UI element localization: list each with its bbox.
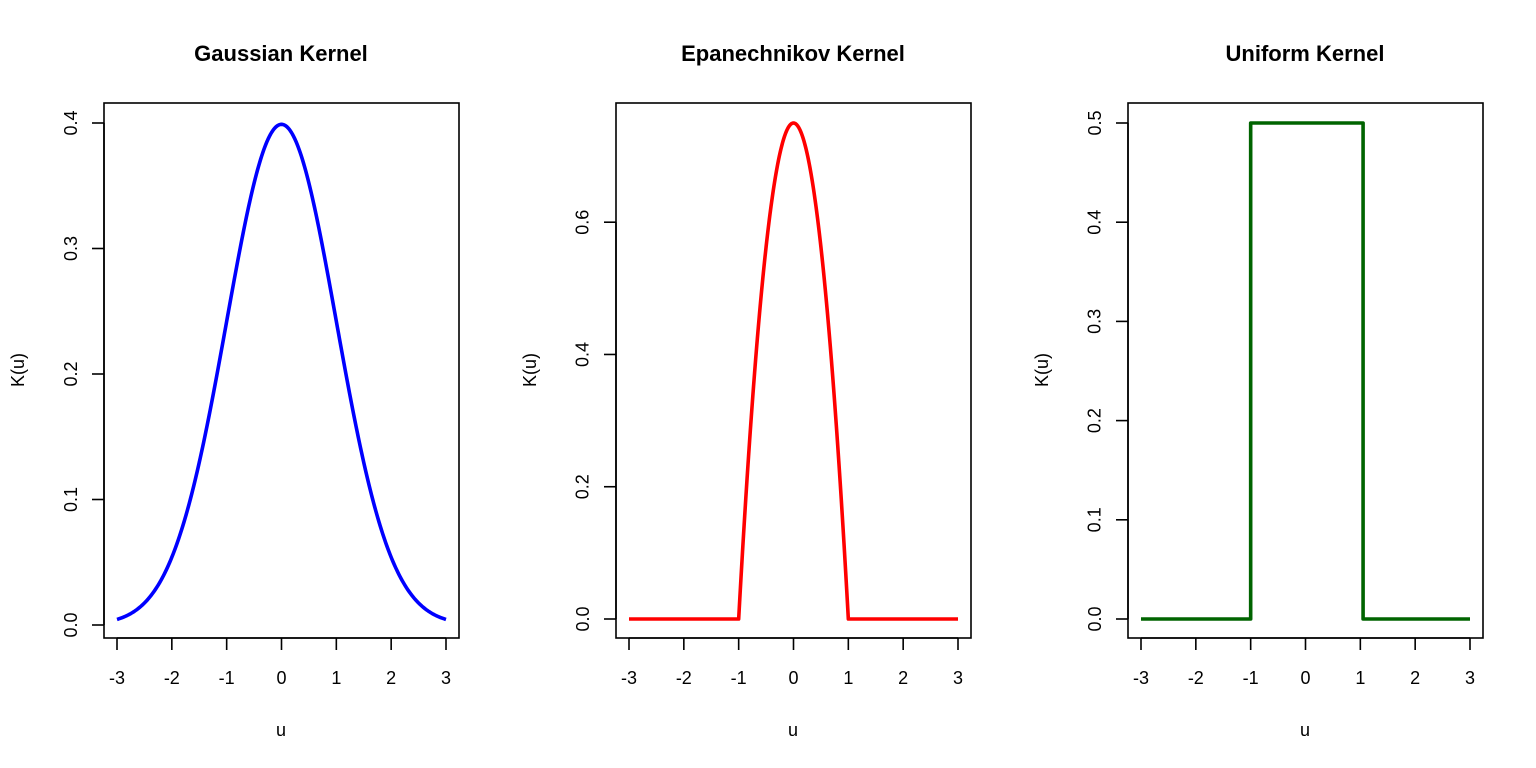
y-tick-label: 0.3 [1085, 309, 1105, 334]
y-ticks: 0.0 0.2 0.4 0.6 [573, 210, 617, 632]
x-tick-label: 3 [1465, 668, 1475, 688]
x-tick-label: 1 [843, 668, 853, 688]
plot-area [116, 122, 447, 622]
y-tick-label: 0.5 [1085, 110, 1105, 135]
panel-title: Gaussian Kernel [194, 41, 368, 66]
y-tick-label: 0.1 [61, 487, 81, 512]
series-line [629, 121, 958, 621]
y-tick-label: 0.2 [1085, 408, 1105, 433]
x-tick-label: 2 [898, 668, 908, 688]
y-axis-label: K(u) [1032, 353, 1052, 387]
panel-uniform: Uniform Kernel u K(u) -3 -2 -1 0 1 2 3 0.00.10… [1032, 41, 1484, 740]
y-tick-label: 0.2 [61, 361, 81, 386]
x-tick-label: -1 [1243, 668, 1259, 688]
panel-gaussian: Gaussian Kernel u K(u) -3 -2 -1 0 1 2 3 0.0 0.1… [8, 41, 460, 740]
x-tick-label: -3 [109, 668, 125, 688]
x-tick-label: 2 [386, 668, 396, 688]
x-tick-label: -3 [621, 668, 637, 688]
y-axis-label: K(u) [520, 353, 540, 387]
y-tick-label: 0.4 [61, 110, 81, 135]
y-tick-label: 0.0 [1085, 606, 1105, 631]
panel-title: Uniform Kernel [1226, 41, 1385, 66]
x-ticks: -3 -2 -1 0 1 2 3 [1133, 637, 1475, 688]
plot-frame [615, 102, 972, 639]
plot-area [629, 121, 958, 621]
panel-title: Epanechnikov Kernel [681, 41, 905, 66]
y-tick-label: 0.1 [1085, 507, 1105, 532]
y-ticks: 0.0 0.1 0.2 0.3 0.4 [61, 110, 105, 638]
plot-area [1141, 121, 1470, 621]
y-tick-label: 0.3 [61, 236, 81, 261]
y-tick-label: 0.0 [573, 606, 593, 631]
x-tick-label: 3 [953, 668, 963, 688]
x-tick-label: -1 [731, 668, 747, 688]
y-ticks: 0.0 0.1 0.2 0.3 0.4 0.5 [1085, 110, 1129, 632]
series-line [116, 122, 447, 622]
plot-frame [103, 102, 460, 639]
y-axis-label: K(u) [8, 353, 28, 387]
y-tick-label: 0.4 [1085, 210, 1105, 235]
y-tick-label: 0.0 [61, 612, 81, 637]
series-line [1141, 121, 1470, 621]
x-tick-label: 0 [1300, 668, 1310, 688]
x-tick-label: 0 [788, 668, 798, 688]
x-tick-label: -2 [164, 668, 180, 688]
x-ticks: -3 -2 -1 0 1 2 3 [621, 637, 963, 688]
x-tick-label: -1 [219, 668, 235, 688]
x-tick-label: -2 [676, 668, 692, 688]
x-tick-label: 1 [331, 668, 341, 688]
x-ticks: -3 -2 -1 0 1 2 3 [109, 637, 451, 688]
y-tick-label: 0.6 [573, 210, 593, 235]
x-axis-label: u [276, 720, 286, 740]
x-tick-label: 2 [1410, 668, 1420, 688]
x-axis-label: u [1300, 720, 1310, 740]
x-tick-label: -2 [1188, 668, 1204, 688]
x-tick-label: 3 [441, 668, 451, 688]
y-tick-label: 0.2 [573, 474, 593, 499]
x-tick-label: 1 [1355, 668, 1365, 688]
x-tick-label: 0 [276, 668, 286, 688]
y-tick-label: 0.4 [573, 342, 593, 367]
panel-epanechnikov: Epanechnikov Kernel u K(u) -3 -2 -1 0 1 2 3 0.… [520, 41, 972, 740]
x-axis-label: u [788, 720, 798, 740]
x-tick-label: -3 [1133, 668, 1149, 688]
plot-frame [1127, 102, 1484, 639]
